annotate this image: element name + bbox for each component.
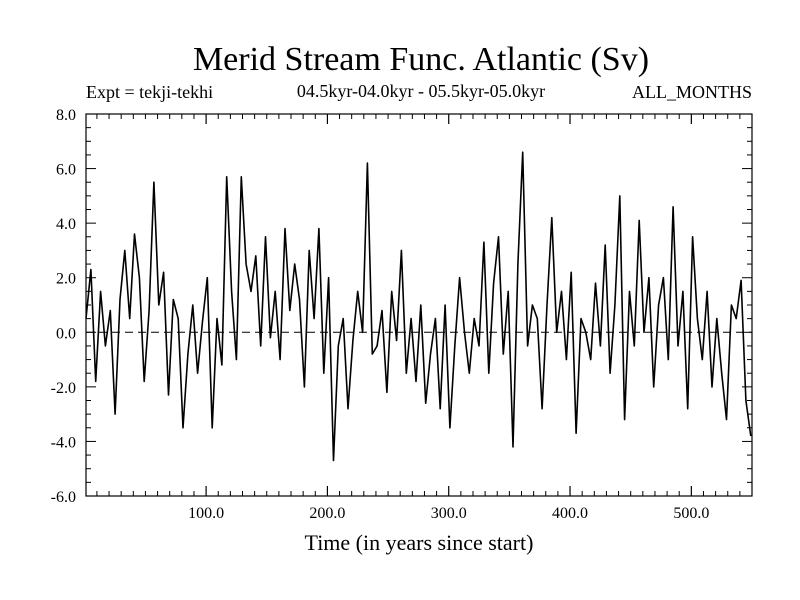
y-tick-label: -2.0 (51, 380, 76, 397)
y-tick-label: -6.0 (51, 489, 76, 506)
y-tick-label: 6.0 (56, 162, 76, 179)
x-tick-label: 500.0 (673, 505, 709, 522)
x-axis-label: Time (in years since start) (305, 530, 534, 555)
y-tick-label: 8.0 (56, 107, 76, 124)
series-layer (85, 151, 752, 462)
y-tick-label: -4.0 (51, 434, 76, 451)
chart-subtitle: 04.5kyr-04.0kyr - 05.5kyr-05.0kyr (297, 81, 545, 101)
x-tick-label: 400.0 (552, 505, 588, 522)
y-tick-label: 2.0 (56, 271, 76, 288)
chart-title: Merid Stream Func. Atlantic (Sv) (193, 41, 649, 78)
x-tick-label: 200.0 (309, 505, 345, 522)
x-tick-label: 100.0 (188, 505, 224, 522)
x-tick-label: 300.0 (431, 505, 467, 522)
plot-frame (85, 113, 753, 497)
y-axis: -6.0 -4.0 -2.0 0.0 2.0 4.0 6.0 8.0 (51, 107, 752, 506)
y-tick-label: 4.0 (56, 216, 76, 233)
series-line-0 (85, 151, 752, 462)
x-axis: 100.0 200.0 300.0 400.0 500.0 (96, 114, 741, 522)
experiment-label: Expt = tekji-tekhi (86, 82, 213, 102)
y-tick-label: 0.0 (56, 325, 76, 342)
period-label: ALL_MONTHS (632, 82, 752, 102)
